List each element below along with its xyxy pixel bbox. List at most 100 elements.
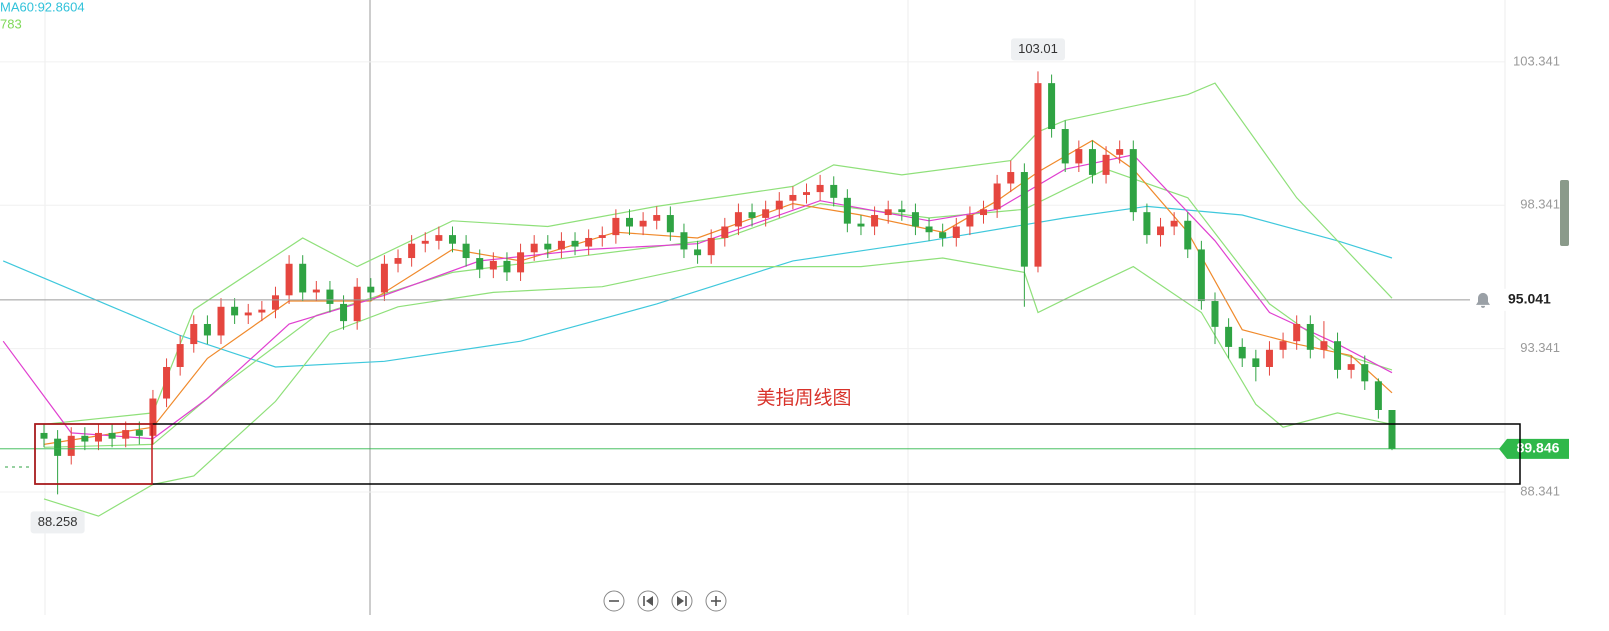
- candle-body: [380, 263, 388, 293]
- high-label: 103.01: [1018, 41, 1058, 56]
- y-tick-label: 98.341: [1520, 197, 1560, 212]
- ma-label-secondary: 783: [0, 16, 22, 31]
- candle-body: [1088, 149, 1096, 175]
- scroll-handle[interactable]: [1560, 180, 1569, 246]
- candle-body: [721, 226, 729, 238]
- candle-body: [1020, 172, 1028, 267]
- candle-body: [653, 215, 661, 221]
- candle-body: [1143, 212, 1151, 236]
- candle-body: [1306, 323, 1314, 350]
- candle-body: [312, 289, 320, 293]
- controls: [603, 590, 727, 612]
- candle-body: [639, 220, 647, 227]
- zoom-out-button[interactable]: [603, 590, 625, 612]
- candle-body: [871, 215, 879, 227]
- candle-body: [1061, 129, 1069, 164]
- indicator-line: [43, 257, 1393, 517]
- candle-body: [40, 432, 48, 439]
- candle-body: [694, 249, 702, 256]
- candle-body: [462, 243, 470, 259]
- candle-body: [1048, 83, 1056, 130]
- candle-body: [557, 240, 565, 250]
- candle-body: [217, 306, 225, 336]
- candle-body: [1347, 364, 1355, 370]
- candle-body: [1007, 172, 1015, 184]
- overlays: 103.341 98.341 93.341 88.341 103.01 88.258 95.…: [0, 38, 1569, 534]
- candle-body: [394, 258, 402, 264]
- candle-body: [231, 306, 239, 316]
- candle-body: [1238, 346, 1246, 359]
- alert-bell: [1476, 292, 1490, 308]
- candle-body: [1211, 301, 1219, 327]
- candle-body: [530, 243, 538, 253]
- candle-body: [625, 217, 633, 227]
- candle-body: [707, 237, 715, 256]
- candle-body: [421, 240, 429, 244]
- candle-body: [1279, 341, 1287, 350]
- candle-body: [503, 260, 511, 273]
- candle-body: [1293, 323, 1301, 342]
- candle-body: [54, 438, 62, 456]
- y-tick-label: 93.341: [1520, 340, 1560, 355]
- candle-body: [353, 286, 361, 322]
- candle-body: [816, 184, 824, 193]
- candle-body: [408, 243, 416, 259]
- y-tick-label: 103.341: [1513, 53, 1560, 68]
- candle-body: [966, 215, 974, 227]
- candle-body: [898, 209, 906, 213]
- candle-body: [734, 212, 742, 227]
- candle-body: [1184, 220, 1192, 250]
- candle-body: [1116, 149, 1124, 155]
- candle-body: [367, 286, 375, 293]
- zoom-in-button[interactable]: [705, 590, 727, 612]
- candle-body: [135, 430, 143, 436]
- candle-body: [884, 209, 892, 216]
- candle-body: [108, 432, 116, 439]
- candle-body: [326, 289, 334, 304]
- candle-body: [1320, 341, 1328, 350]
- candle-body: [285, 263, 293, 296]
- candle-body: [789, 194, 797, 201]
- candle-body: [598, 235, 606, 238]
- candle-body: [67, 435, 75, 456]
- indicator-line: [2, 154, 1393, 440]
- candle-body: [1157, 226, 1165, 236]
- candle-body: [340, 303, 348, 322]
- next-button[interactable]: [671, 590, 693, 612]
- prev-button[interactable]: [637, 590, 659, 612]
- candle-body: [857, 223, 865, 227]
- candle-body: [571, 240, 579, 247]
- candle-body: [258, 309, 266, 313]
- y-tick-label: 88.341: [1520, 483, 1560, 498]
- candle-body: [176, 344, 184, 367]
- crosshair-label-bg: [1470, 288, 1569, 311]
- candle-body: [843, 197, 851, 224]
- indicator-line: [43, 168, 1393, 448]
- candle-body: [149, 398, 157, 436]
- annotation-text: 美指周线图: [756, 387, 851, 409]
- candle-body: [762, 209, 770, 218]
- candle-body: [122, 430, 130, 439]
- candle-body: [1075, 149, 1083, 164]
- candle-body: [1034, 83, 1042, 267]
- candle-body: [612, 217, 620, 236]
- candle-body: [1265, 349, 1273, 367]
- candle-body: [544, 243, 552, 250]
- candle-body: [803, 192, 811, 195]
- candle-body: [952, 226, 960, 238]
- candle-body: [993, 183, 1001, 210]
- annotation-box-red: [34, 423, 153, 485]
- last-price-label: 89.846: [1517, 440, 1560, 456]
- candle-body: [448, 235, 456, 244]
- candle-body: [81, 435, 89, 442]
- ma-label: MA60:92.8604: [0, 0, 85, 14]
- candle-body: [1170, 220, 1178, 227]
- candle-body: [435, 235, 443, 241]
- candle-body: [1388, 410, 1396, 449]
- candle-body: [94, 432, 102, 442]
- candle-body: [911, 212, 919, 227]
- candle-body: [299, 263, 307, 293]
- candle-body: [585, 237, 593, 247]
